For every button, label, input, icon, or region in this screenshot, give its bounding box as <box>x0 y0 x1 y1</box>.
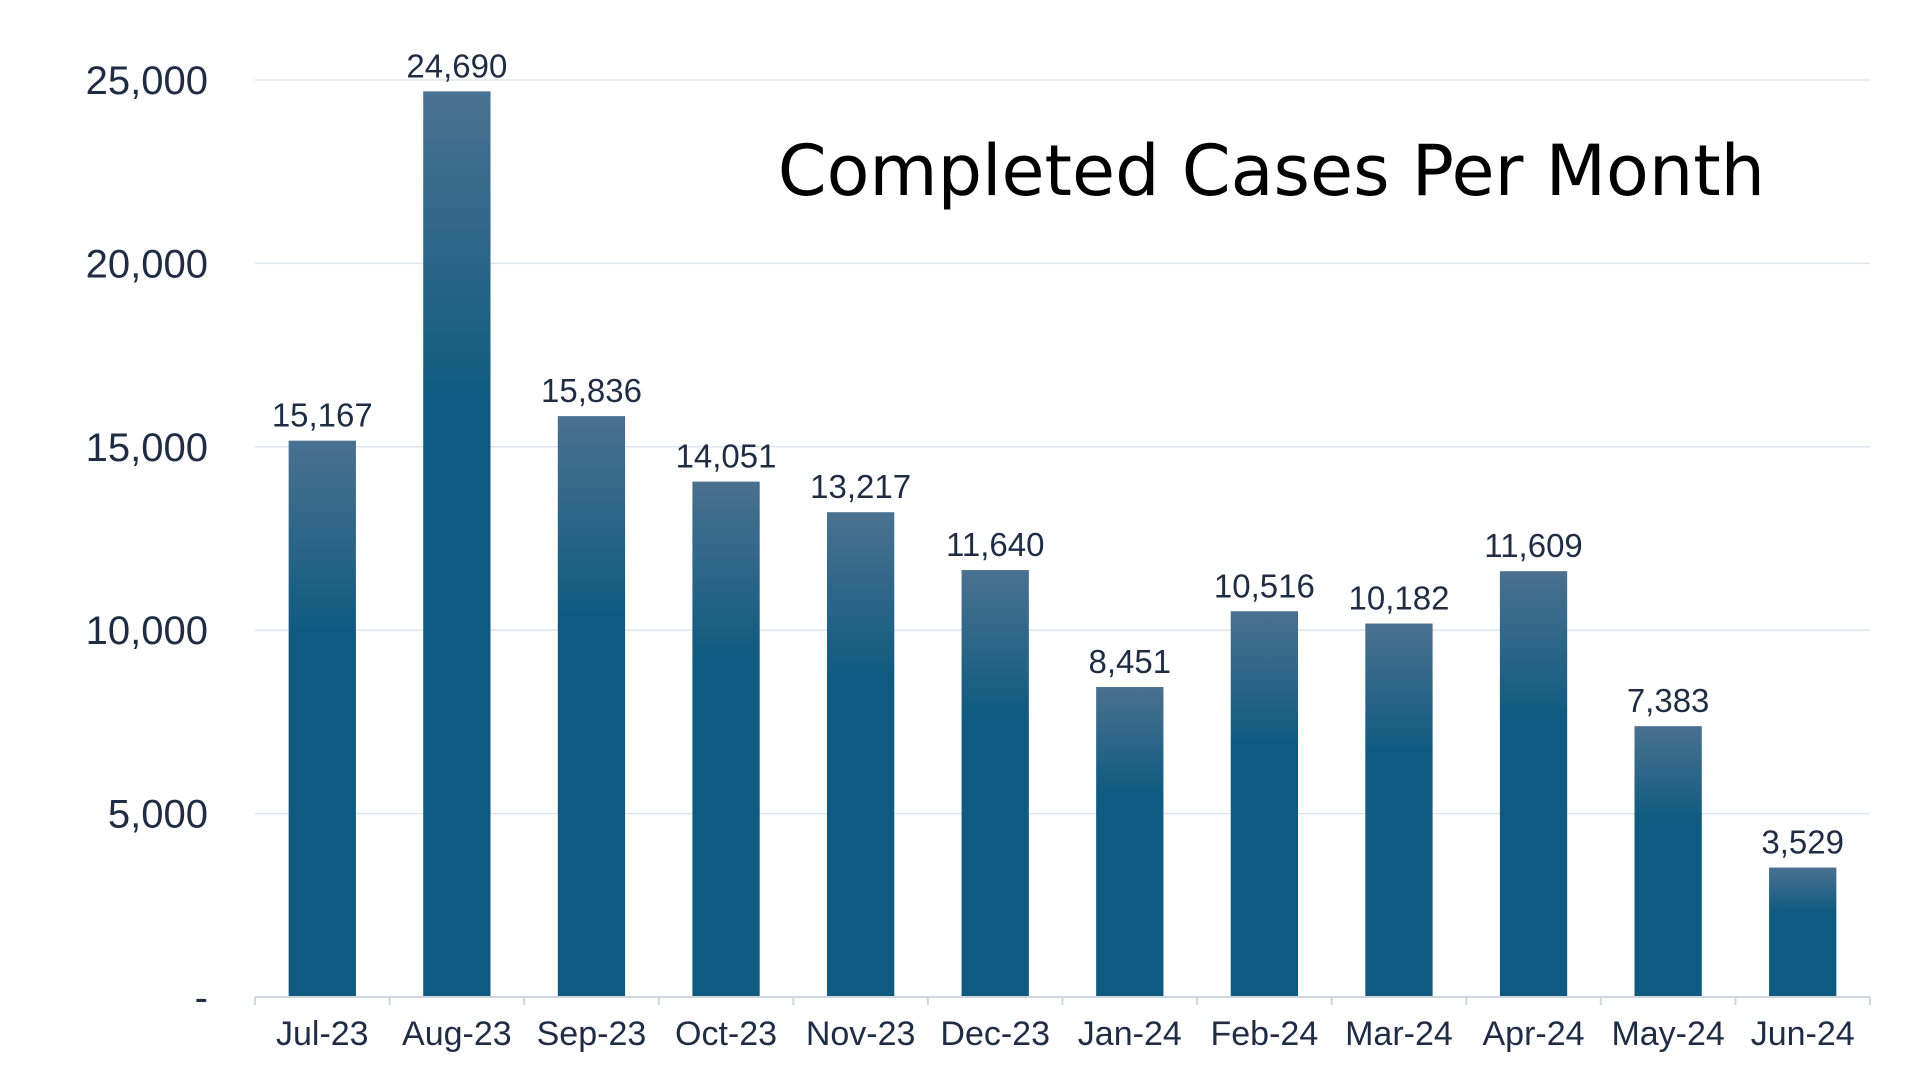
x-tick-label: Jun-24 <box>1751 1015 1855 1053</box>
data-label: 7,383 <box>1627 682 1710 719</box>
chart-title: Completed Cases Per Month <box>778 130 1765 212</box>
x-tick-label: May-24 <box>1611 1015 1724 1053</box>
x-tick-label: Nov-23 <box>806 1015 916 1053</box>
y-axis: - 5,000 10,000 15,000 20,000 25,000 <box>86 59 208 1020</box>
y-tick-label: 20,000 <box>86 242 208 286</box>
bar-apr-24 <box>1499 571 1568 997</box>
data-label: 15,167 <box>272 397 373 434</box>
bar-may-24 <box>1634 726 1702 997</box>
bar-nov-23 <box>826 512 895 997</box>
x-tick-label: Oct-23 <box>675 1015 777 1053</box>
bars <box>288 91 1837 998</box>
bar-dec-23 <box>961 570 1029 997</box>
data-label: 11,609 <box>1484 527 1582 564</box>
bar-mar-24 <box>1365 623 1433 997</box>
x-tick-label: Jan-24 <box>1078 1015 1182 1053</box>
x-axis: Jul-23 Aug-23 Sep-23 Oct-23 Nov-23 Dec-23 Jan-… <box>254 996 1871 1053</box>
bar-sep-23 <box>557 416 626 998</box>
data-label: 8,451 <box>1088 643 1171 680</box>
data-label: 11,640 <box>946 526 1044 563</box>
data-labels: 15,167 24,690 15,836 14,051 13,217 11,640 8,45… <box>272 47 1844 860</box>
data-label: 15,836 <box>541 372 642 409</box>
data-label: 24,690 <box>406 47 507 84</box>
x-tick-label: Sep-23 <box>537 1015 647 1053</box>
data-label: 10,182 <box>1348 580 1449 617</box>
x-tick-label: Aug-23 <box>402 1015 512 1053</box>
data-label: 14,051 <box>676 438 777 475</box>
y-tick-label: 10,000 <box>86 609 208 653</box>
x-tick-label: Jul-23 <box>276 1015 369 1053</box>
bar-feb-24 <box>1230 611 1299 997</box>
bar-jun-24 <box>1769 867 1837 997</box>
x-tick-label: Mar-24 <box>1345 1015 1453 1053</box>
x-tick-label: Apr-24 <box>1483 1015 1585 1053</box>
y-tick-label: 5,000 <box>108 793 208 837</box>
bar-aug-23 <box>423 91 491 998</box>
gridlines <box>255 79 1870 815</box>
x-tick-label: Feb-24 <box>1211 1015 1319 1053</box>
bar-oct-23 <box>692 481 760 997</box>
y-tick-label: 15,000 <box>86 426 208 470</box>
data-label: 10,516 <box>1214 567 1315 604</box>
data-label: 3,529 <box>1761 824 1844 861</box>
y-tick-label: - <box>195 976 208 1020</box>
x-tick-label: Dec-23 <box>940 1015 1050 1053</box>
y-tick-label: 25,000 <box>86 59 208 103</box>
bar-jan-24 <box>1096 687 1164 997</box>
bar-jul-23 <box>288 440 356 997</box>
data-label: 13,217 <box>810 468 911 505</box>
